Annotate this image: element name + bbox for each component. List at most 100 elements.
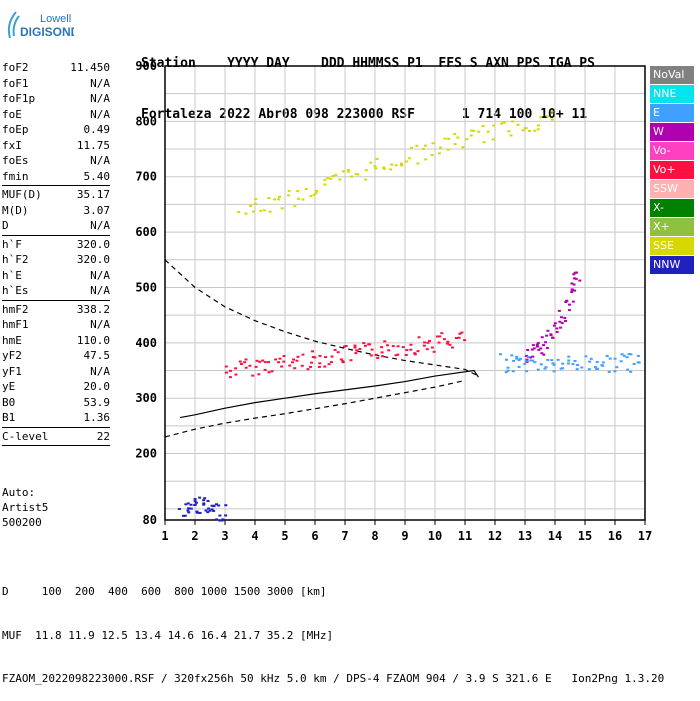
echo-point-E	[575, 368, 579, 371]
echo-point-E	[552, 363, 556, 366]
echo-point-SSE	[470, 129, 474, 132]
echo-point-Vo+	[292, 358, 296, 361]
param-row: D N/A	[2, 218, 110, 234]
echo-point-SSE	[293, 205, 297, 208]
echo-point-Vo+	[425, 348, 429, 351]
y-tick-label: 300	[135, 391, 157, 405]
echo-point-Vo+	[370, 348, 374, 351]
echo-point-Vo+	[374, 353, 378, 356]
param-key: B1	[2, 411, 16, 424]
echo-point-W	[578, 279, 582, 282]
echo-point-E	[529, 359, 533, 362]
echo-point-E	[632, 362, 636, 365]
echo-point-Vo+	[267, 371, 271, 374]
param-value: N/A	[90, 364, 110, 378]
echo-point-Vo+	[266, 361, 270, 364]
echo-point-Vo+	[254, 365, 258, 368]
legend-item: X-	[650, 199, 694, 217]
param-value: 11.75	[76, 138, 110, 152]
echo-point-SSE	[296, 190, 300, 193]
echo-point-E	[595, 361, 599, 364]
echo-point-W	[555, 330, 559, 333]
param-value: 20.0	[83, 380, 111, 393]
x-tick-label: 8	[371, 529, 378, 543]
echo-point-NNW	[198, 496, 202, 499]
echo-point-Vo+	[367, 343, 371, 346]
echo-point-W	[549, 334, 553, 337]
echo-point-W	[564, 300, 568, 303]
file-info-row: FZAOM_2022098223000.RSF / 320fx256h 50 k…	[2, 672, 665, 685]
echo-point-E	[552, 370, 556, 373]
echo-point-E	[584, 355, 588, 358]
echo-point-E	[605, 354, 609, 357]
echo-point-SSE	[331, 175, 335, 178]
echo-point-E	[571, 363, 575, 366]
echo-point-SSE	[287, 194, 291, 197]
echo-point-Vo+	[277, 361, 281, 364]
echo-point-NNW	[186, 509, 190, 512]
param-value: 47.5	[83, 349, 111, 362]
echo-point-NNW	[195, 510, 199, 513]
distance-row: D 100 200 400 600 800 1000 1500 3000 [km…	[2, 585, 327, 598]
echo-point-SSE	[346, 169, 350, 172]
echo-point-E	[580, 366, 584, 369]
param-row: yF2 47.5	[2, 348, 110, 364]
legend-item: X+	[650, 218, 694, 236]
echo-point-SSE	[424, 144, 428, 147]
echo-point-Vo+	[409, 343, 413, 346]
echo-point-Vo+	[396, 345, 400, 348]
echo-point-SSE	[389, 168, 393, 171]
echo-point-E	[629, 353, 633, 356]
echo-point-E	[627, 353, 631, 356]
echo-point-NNW	[193, 498, 197, 501]
echo-point-E	[573, 359, 577, 362]
x-tick-label: 1	[161, 529, 168, 543]
param-row: yE 20.0	[2, 379, 110, 395]
param-row: foF1p N/A	[2, 91, 110, 107]
echo-point-W	[572, 273, 576, 276]
legend-item: NNE	[650, 85, 694, 103]
echo-point-SSE	[424, 158, 428, 161]
echo-point-NNW	[187, 511, 191, 514]
echo-point-W	[543, 341, 547, 344]
echo-point-SSE	[326, 177, 330, 180]
echo-point-Vo+	[460, 331, 464, 334]
echo-point-Vo+	[293, 367, 297, 370]
echo-point-W	[542, 344, 546, 347]
echo-point-Vo+	[354, 352, 358, 355]
x-tick-label: 7	[341, 529, 348, 543]
header: Station YYYY DAY DDD HHMMSS P1 FFS S AXN…	[141, 21, 595, 140]
echo-point-Vo+	[301, 353, 305, 356]
header-line1: Station YYYY DAY DDD HHMMSS P1 FFS S AXN…	[141, 56, 595, 71]
echo-point-E	[544, 366, 548, 369]
echo-point-W	[555, 327, 559, 330]
echo-point-SSE	[539, 116, 543, 119]
echo-point-W	[570, 291, 574, 294]
echo-point-SSE	[309, 195, 313, 198]
echo-point-SSE	[439, 146, 443, 149]
param-key: yE	[2, 380, 16, 393]
echo-point-Vo+	[280, 365, 284, 368]
echo-point-W	[531, 344, 535, 347]
echo-point-W	[572, 283, 576, 286]
param-value: 35.17	[76, 188, 110, 201]
legend-item: SSE	[650, 237, 694, 255]
y-tick-label: 900	[135, 59, 157, 73]
echo-point-Vo+	[244, 358, 248, 361]
legend-item: NoVal	[650, 66, 694, 84]
echo-point-W	[545, 347, 549, 350]
param-key: M(D)	[2, 203, 29, 217]
x-tick-label: 15	[578, 529, 592, 543]
x-tick-label: 16	[608, 529, 622, 543]
echo-point-SSE	[503, 121, 507, 124]
echo-point-SSE	[550, 118, 554, 121]
echo-point-Vo+	[396, 353, 400, 356]
echo-point-Vo+	[318, 362, 322, 365]
echo-point-E	[515, 357, 519, 360]
echo-point-Vo+	[383, 340, 387, 343]
echo-point-Vo+	[255, 359, 259, 362]
echo-point-SSE	[482, 141, 486, 144]
echo-point-SSE	[430, 154, 434, 157]
x-tick-label: 17	[638, 529, 652, 543]
echo-point-NNW	[218, 514, 222, 517]
